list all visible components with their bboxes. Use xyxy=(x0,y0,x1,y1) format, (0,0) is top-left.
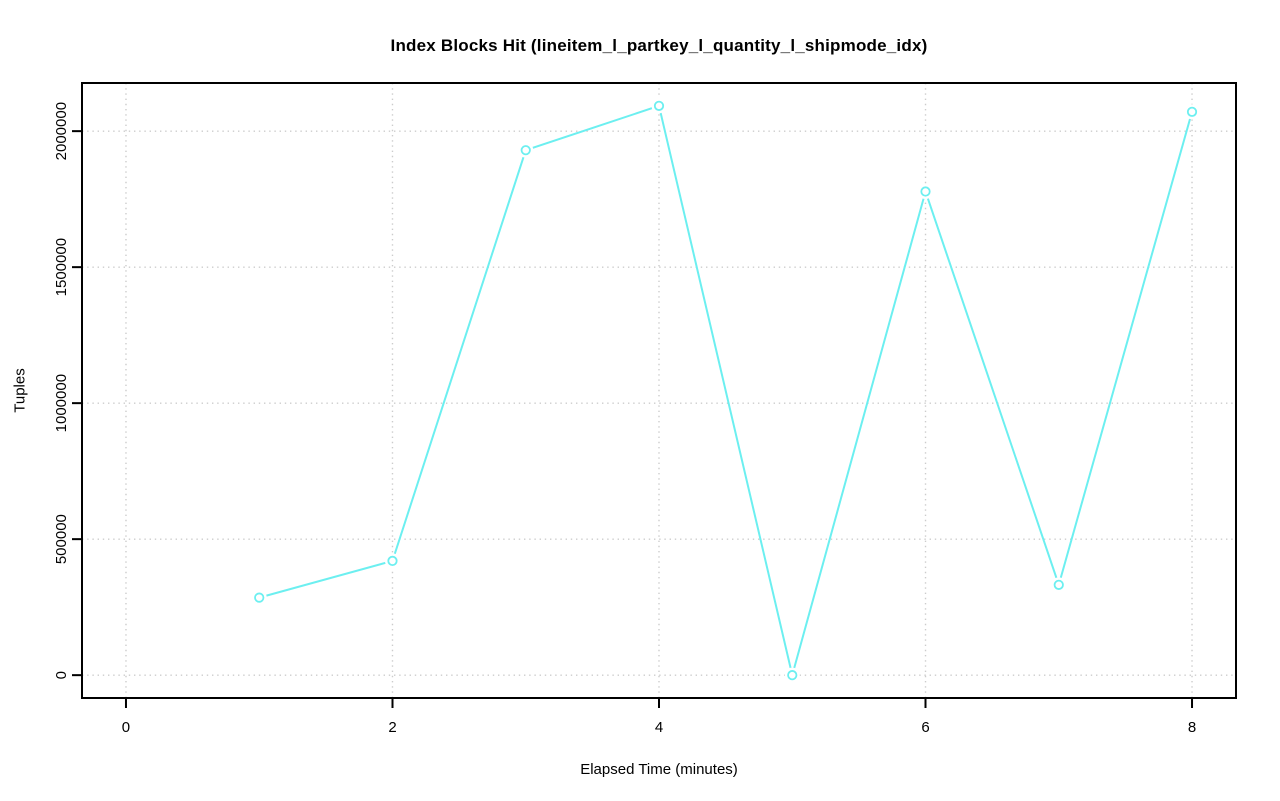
series-line xyxy=(258,104,1193,676)
x-tick-label: 0 xyxy=(122,719,130,736)
y-tick-label: 2000000 xyxy=(53,102,70,160)
marker-gap-mask xyxy=(918,184,934,200)
marker-gap-mask xyxy=(651,98,667,114)
y-tick-label: 500000 xyxy=(53,514,70,564)
marker-gap-mask xyxy=(1184,104,1200,120)
x-tick-label: 2 xyxy=(388,719,396,736)
x-tick-label: 6 xyxy=(921,719,929,736)
chart-title: Index Blocks Hit (lineitem_l_partkey_l_q… xyxy=(390,36,928,55)
y-tick-label: 1000000 xyxy=(53,374,70,432)
marker-gap-mask xyxy=(251,590,267,606)
y-tick-label: 1500000 xyxy=(53,238,70,296)
x-axis-label: Elapsed Time (minutes) xyxy=(580,761,738,778)
data-point-marker xyxy=(1053,579,1064,590)
x-tick-label: 8 xyxy=(1188,719,1196,736)
y-axis-label: Tuples xyxy=(11,368,29,413)
x-tick-label: 4 xyxy=(655,719,663,736)
data-point-marker xyxy=(1186,106,1198,117)
marker-gap-mask xyxy=(518,142,534,158)
data-point-marker xyxy=(520,145,531,156)
data-point-marker xyxy=(387,555,398,567)
data-point-marker xyxy=(653,100,665,111)
data-point-marker xyxy=(920,186,931,197)
data-point-marker xyxy=(787,670,798,681)
marker-gap-mask xyxy=(384,553,400,569)
data-point-marker xyxy=(254,592,265,603)
y-tick-label: 0 xyxy=(53,671,70,679)
marker-gap-mask xyxy=(1051,577,1067,593)
marker-gap-mask xyxy=(784,667,800,683)
